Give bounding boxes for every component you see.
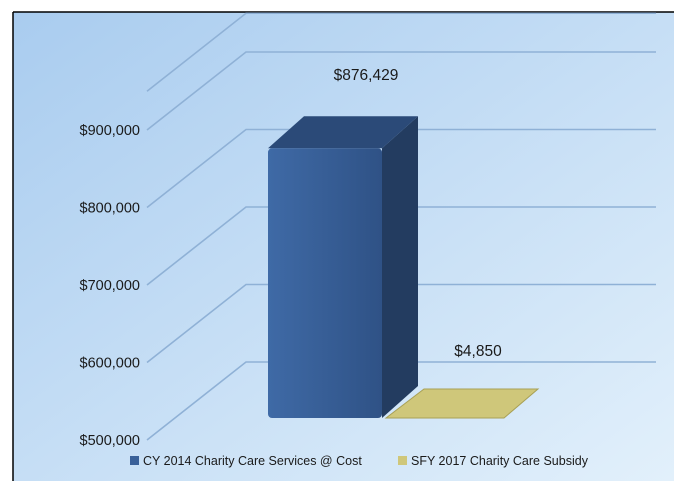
gridline	[146, 206, 656, 286]
bar-top-face	[268, 116, 418, 149]
data-label: $4,850	[454, 343, 502, 360]
gridline	[146, 51, 656, 131]
data-label: $876,429	[334, 67, 399, 84]
grid-layer	[146, 12, 656, 441]
legend: CY 2014 Charity Care Services @ Cost SFY…	[130, 454, 589, 468]
legend-swatch-series-2	[398, 456, 407, 465]
bar-front-face	[268, 148, 382, 419]
data-labels: $876,429 $4,850	[334, 67, 502, 360]
y-tick-label: $800,000	[80, 201, 140, 217]
legend-swatch-series-1	[130, 456, 139, 465]
bar-series-2	[384, 388, 540, 419]
y-axis: $500,000 $600,000 $700,000 $800,000 $900,000	[80, 123, 140, 449]
y-tick-label: $600,000	[80, 356, 140, 372]
gridline	[146, 361, 656, 441]
legend-label-series-1: CY 2014 Charity Care Services @ Cost	[143, 454, 362, 468]
bar-series-1	[268, 116, 418, 419]
bars-layer	[268, 116, 540, 419]
gridline	[146, 12, 656, 92]
y-tick-label: $700,000	[80, 278, 140, 294]
gridline	[146, 128, 656, 209]
bar-side-face	[382, 116, 418, 419]
bar-flat-top	[384, 388, 540, 419]
y-tick-label: $500,000	[80, 433, 140, 449]
legend-label-series-2: SFY 2017 Charity Care Subsidy	[411, 454, 589, 468]
gridline	[146, 283, 656, 364]
y-tick-label: $900,000	[80, 123, 140, 139]
